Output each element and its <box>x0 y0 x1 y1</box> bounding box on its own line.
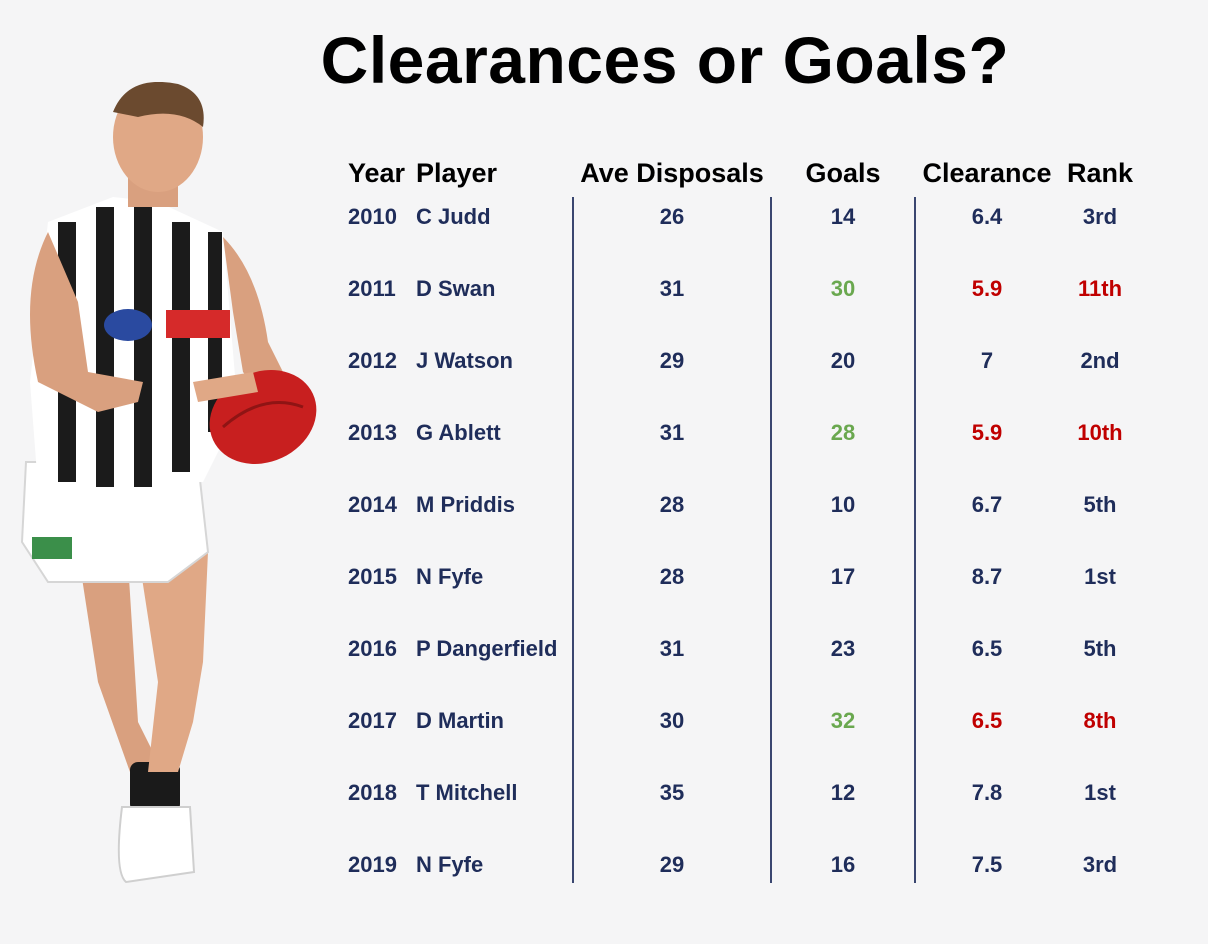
cell-goals: 20 <box>830 348 856 373</box>
cell-year: 2018 <box>348 780 397 805</box>
cell-ave-disposals: 31 <box>659 276 685 301</box>
cell-clearance: 6.5 <box>971 708 1003 733</box>
cell-ave-disposals: 28 <box>659 564 685 589</box>
cell-rank: 3rd <box>1082 852 1118 877</box>
column-divider <box>572 197 574 883</box>
cell-rank: 10th <box>1077 420 1123 445</box>
cell-goals: 30 <box>830 276 856 301</box>
cell-goals: 12 <box>830 780 856 805</box>
cell-rank: 11th <box>1077 276 1123 301</box>
cell-ave-disposals: 28 <box>659 492 685 517</box>
cell-player: T Mitchell <box>416 780 518 805</box>
cell-rank: 3rd <box>1082 204 1118 229</box>
cell-goals: 32 <box>830 708 856 733</box>
cell-player: M Priddis <box>416 492 516 517</box>
cell-year: 2016 <box>348 636 397 661</box>
cell-player: G Ablett <box>416 420 501 445</box>
cell-clearance: 7.5 <box>971 852 1003 877</box>
cell-goals: 14 <box>830 204 856 229</box>
header-year: Year <box>348 158 406 188</box>
cell-year: 2011 <box>348 276 396 301</box>
cell-ave-disposals: 30 <box>659 708 685 733</box>
cell-clearance: 6.5 <box>971 636 1003 661</box>
cell-rank: 1st <box>1084 564 1116 589</box>
cell-player: D Swan <box>416 276 496 301</box>
cell-year: 2015 <box>348 564 397 589</box>
cell-clearance: 6.4 <box>971 204 1003 229</box>
cell-clearance: 8.7 <box>971 564 1003 589</box>
cell-goals: 28 <box>830 420 856 445</box>
cell-clearance: 6.7 <box>971 492 1003 517</box>
cell-goals: 23 <box>830 636 856 661</box>
cell-year: 2017 <box>348 708 397 733</box>
column-divider <box>770 197 772 883</box>
cell-clearance: 7 <box>980 348 994 373</box>
header-goals: Goals <box>805 158 881 188</box>
cell-rank: 1st <box>1084 780 1116 805</box>
cell-goals: 17 <box>830 564 856 589</box>
cell-clearance: 7.8 <box>971 780 1003 805</box>
cell-year: 2012 <box>348 348 397 373</box>
cell-goals: 10 <box>830 492 856 517</box>
cell-ave-disposals: 26 <box>659 204 685 229</box>
cell-player: D Martin <box>416 708 504 733</box>
cell-rank: 5th <box>1083 492 1117 517</box>
header-player: Player <box>416 158 498 188</box>
football-player-figure-icon <box>20 82 317 884</box>
cell-year: 2014 <box>348 492 397 517</box>
cell-player: N Fyfe <box>416 852 484 877</box>
cell-player: J Watson <box>416 348 513 373</box>
cell-year: 2010 <box>348 204 397 229</box>
cell-player: N Fyfe <box>416 564 484 589</box>
cell-rank: 8th <box>1083 708 1117 733</box>
cell-ave-disposals: 31 <box>659 420 685 445</box>
cell-ave-disposals: 29 <box>659 348 685 373</box>
cell-clearance: 5.9 <box>971 420 1003 445</box>
cell-ave-disposals: 29 <box>659 852 685 877</box>
column-divider <box>914 197 916 883</box>
cell-rank: 5th <box>1083 636 1117 661</box>
cell-goals: 16 <box>830 852 856 877</box>
chart-title: Clearances or Goals? <box>320 23 1010 97</box>
cell-clearance: 5.9 <box>971 276 1003 301</box>
header-rank: Rank <box>1066 158 1134 188</box>
header-ave-disposals: Ave Disposals <box>580 158 764 188</box>
cell-ave-disposals: 35 <box>659 780 685 805</box>
cell-year: 2019 <box>348 852 397 877</box>
cell-player: P Dangerfield <box>416 636 558 661</box>
cell-year: 2013 <box>348 420 397 445</box>
cell-ave-disposals: 31 <box>659 636 685 661</box>
header-clearance: Clearance <box>922 158 1052 188</box>
cell-player: C Judd <box>416 204 491 229</box>
cell-rank: 2nd <box>1080 348 1120 373</box>
